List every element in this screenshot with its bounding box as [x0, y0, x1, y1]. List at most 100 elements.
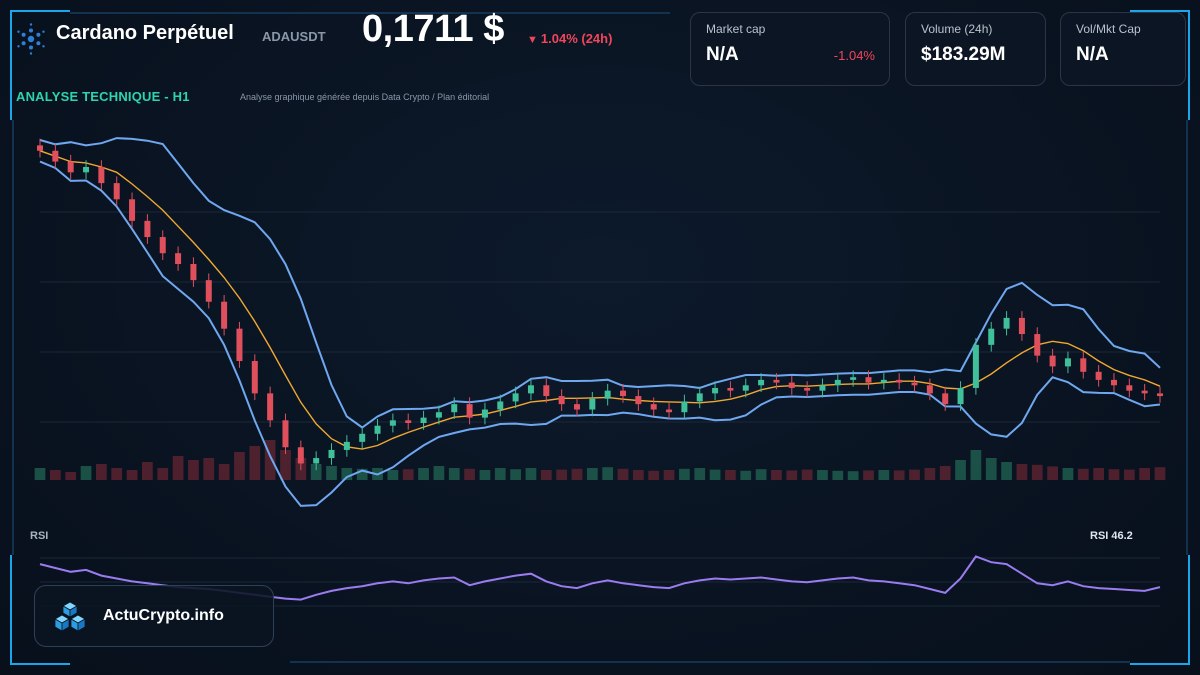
bollinger-lower-line: [39, 160, 1161, 507]
volume-bar: [694, 468, 706, 480]
candle-body: [773, 379, 780, 383]
frame-corner-top-left: [10, 10, 70, 120]
candle-body: [313, 458, 320, 464]
candle-body: [1003, 317, 1010, 329]
volume-bar: [479, 470, 491, 480]
volume-bar: [326, 466, 337, 480]
price-change: ▼ 1.04% (24h): [527, 31, 612, 46]
candle-body: [37, 145, 43, 151]
down-arrow-icon: ▼: [527, 34, 538, 46]
volume-bar: [188, 460, 199, 480]
volume-bar: [679, 468, 690, 480]
candle-body: [804, 387, 811, 391]
candle-body: [405, 420, 412, 424]
candle-body: [435, 412, 442, 418]
frame-corner-top-right: [1130, 10, 1190, 120]
frame-corner-bottom-left: [10, 555, 70, 665]
candle-body: [727, 387, 734, 391]
volume-bar: [280, 450, 291, 480]
brand-name: ActuCrypto.info: [103, 607, 224, 624]
candle-body: [1080, 358, 1087, 372]
candle-body: [129, 199, 136, 221]
volume-bar: [725, 470, 736, 480]
card-delta: -1.04%: [833, 48, 875, 63]
volume-bar: [586, 468, 598, 480]
volume-bar: [464, 468, 475, 480]
volume-bar: [356, 468, 368, 480]
current-price: 0,1711 $: [362, 8, 504, 50]
candle-body: [1095, 371, 1102, 380]
frame-corner-bottom-right: [1130, 555, 1190, 665]
volume-bar: [1154, 467, 1166, 480]
cardano-logo-icon: [17, 23, 45, 55]
volume-bar: [1123, 469, 1135, 480]
candle-body: [359, 433, 366, 442]
volume-bar: [878, 470, 890, 480]
volume-bar: [602, 467, 614, 480]
volume-bar: [157, 468, 169, 480]
candle-body: [343, 441, 350, 450]
card-value: N/A: [1076, 44, 1109, 65]
volume-bar: [34, 468, 46, 480]
volume-bar: [96, 464, 107, 480]
candle-body: [589, 398, 596, 410]
volume-bar: [832, 470, 844, 480]
volume-bar: [893, 470, 905, 480]
volume-bar: [863, 470, 874, 480]
volume-bar: [203, 458, 215, 480]
volume-bar: [65, 472, 77, 480]
candle-body: [389, 420, 396, 426]
candle-body: [328, 449, 335, 459]
candle-body: [850, 377, 857, 380]
candle-body: [420, 417, 427, 424]
volume-bar: [847, 471, 859, 480]
volume-bar: [1001, 462, 1012, 480]
candle-body: [67, 161, 74, 173]
volume-bar: [771, 470, 782, 480]
volume-bar: [264, 440, 276, 480]
frame-edge-left: [12, 120, 14, 555]
volume-bar: [341, 468, 353, 480]
volume-bar: [939, 466, 951, 480]
candle-body: [159, 237, 166, 254]
candle-body: [497, 401, 504, 410]
brand-badge[interactable]: ActuCrypto.info: [34, 585, 274, 647]
candle-body: [681, 401, 688, 413]
volume-bar: [111, 468, 123, 480]
volume-bar: [1031, 464, 1043, 480]
candle-body: [712, 387, 719, 394]
volume-bar: [801, 469, 813, 480]
volume-bar: [924, 468, 936, 480]
volume-card: Volume (24h) $183.29M: [905, 12, 1046, 86]
candle-body: [1049, 355, 1056, 367]
candle-body: [221, 301, 228, 329]
volume-bar: [985, 458, 997, 480]
candle-body: [911, 382, 918, 386]
volume-bar: [786, 470, 798, 480]
candle-body: [696, 393, 703, 402]
candle-body: [666, 409, 673, 413]
page-title: Cardano Perpétuel: [56, 22, 234, 44]
market-cap-card: Market cap N/A -1.04%: [690, 12, 890, 86]
volume-bar: [1077, 468, 1089, 480]
cubes-logo-icon: [54, 601, 86, 632]
candle-body: [481, 409, 488, 418]
volume-bar: [387, 470, 399, 480]
candle-body: [451, 404, 458, 413]
volume-bar: [571, 468, 583, 480]
volume-bar: [142, 462, 153, 480]
candle-body: [573, 404, 580, 410]
volume-bar: [540, 470, 552, 480]
frame-edge-right: [1186, 120, 1188, 555]
candle-body: [650, 404, 657, 410]
card-label: Volume (24h): [921, 22, 993, 36]
candle-body: [896, 379, 903, 383]
candle-body: [819, 385, 826, 391]
volume-bar: [1139, 468, 1151, 480]
candle-body: [527, 385, 534, 394]
card-label: Vol/Mkt Cap: [1076, 22, 1141, 36]
price-change-value: 1.04% (24h): [540, 31, 613, 46]
candle-body: [512, 393, 519, 402]
candle-body: [83, 166, 90, 173]
card-value: N/A: [706, 44, 739, 65]
